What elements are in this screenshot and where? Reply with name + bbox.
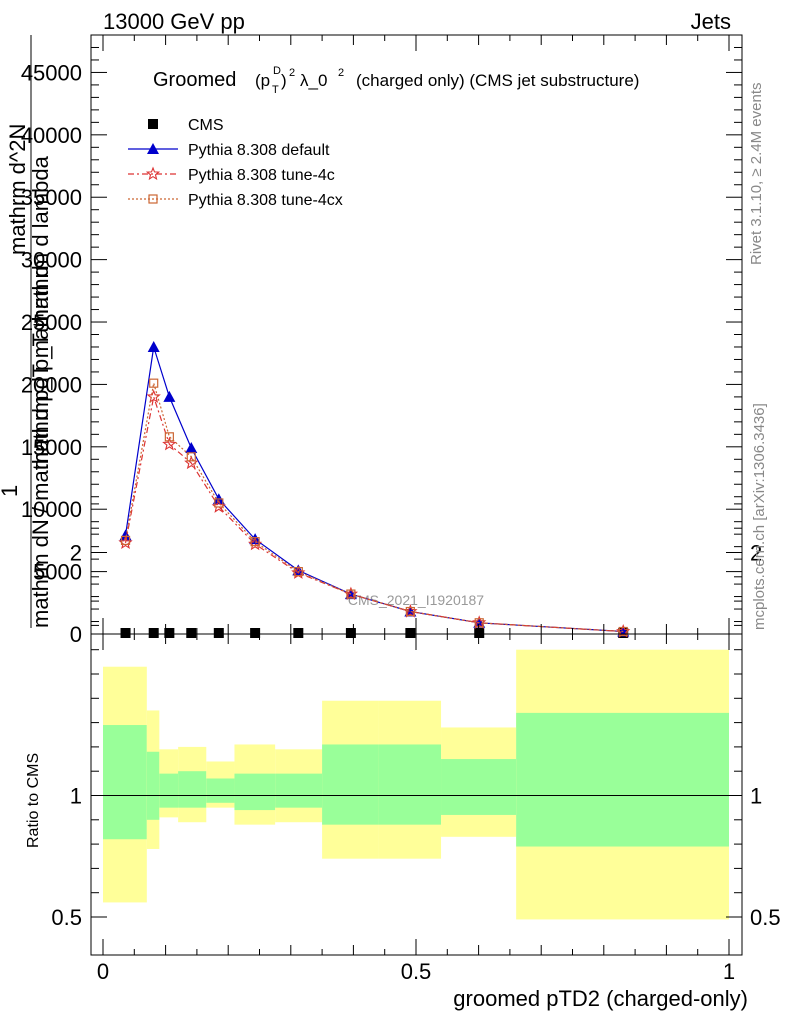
series-line-1 — [124, 346, 624, 633]
ratio-band-green — [159, 773, 179, 808]
ratio-tick-label-right: 0.5 — [750, 905, 781, 930]
header-left: 13000 GeV pp — [103, 9, 245, 34]
series-3-point — [214, 498, 224, 508]
ratio-band-green — [206, 778, 235, 803]
series-0-point — [345, 628, 356, 639]
ratio-band-green — [441, 759, 517, 815]
y-tick-label: 45000 — [21, 60, 82, 85]
title-lambda: λ_0 — [300, 71, 327, 90]
y-axis-label: mathrm d^2N mathrm d p_T mathrm d lambda… — [0, 35, 53, 628]
title-sup-2b: 2 — [338, 67, 344, 79]
series-2-point — [146, 389, 161, 403]
ratio-band-green — [378, 744, 442, 825]
analysis-watermark: CMS_2021_I1920187 — [348, 592, 484, 608]
series-0-point — [164, 628, 175, 639]
title-tail: (charged only) (CMS jet substructure) — [356, 71, 639, 90]
ratio-tick-label-left: 0.5 — [51, 905, 82, 930]
legend-marker-1 — [147, 143, 159, 154]
legend-marker-3 — [148, 194, 158, 204]
series-1-point — [119, 529, 132, 541]
plot-title: Groomed (p T D ) 2 λ_0 2 (charged only) … — [153, 65, 639, 96]
series-0-point — [213, 628, 224, 639]
y-tick-label: 5000 — [33, 560, 82, 585]
x-tick-label: 0 — [97, 959, 109, 984]
ratio-band-green — [516, 712, 729, 847]
series-3-point — [405, 606, 415, 617]
series-3-point — [474, 618, 484, 628]
series-3-point — [250, 537, 260, 547]
y-label-one: 1 — [0, 485, 22, 497]
title-paren: (p — [255, 71, 270, 90]
ratio-tick-label-left: 2 — [70, 541, 82, 566]
title-sub-T: T — [272, 84, 279, 96]
title-sup-D: D — [273, 65, 281, 77]
ratio-band-green — [322, 744, 379, 825]
series-3-point — [120, 535, 131, 546]
legend: CMS Pythia 8.308 default Pythia 8.308 tune… — [128, 117, 343, 209]
series-line-3 — [124, 383, 624, 633]
title-main: Groomed — [153, 69, 236, 91]
series-2-point — [162, 436, 177, 451]
y-label-top: mathrm d^2N — [5, 124, 30, 255]
x-tick-label: 0.5 — [401, 959, 432, 984]
series-3-point — [346, 589, 356, 599]
series-0-point — [293, 628, 304, 639]
series-1-point — [163, 390, 176, 402]
title-close: ) — [281, 71, 287, 90]
series-3-point — [149, 378, 159, 388]
series-3-point — [164, 432, 174, 442]
series-layer — [118, 340, 631, 639]
ratio-band-green — [178, 771, 207, 808]
series-0-point — [405, 628, 416, 639]
ratio-band-green — [103, 725, 147, 840]
series-3-point — [186, 452, 196, 462]
y-tick-label: 0 — [70, 622, 82, 647]
series-0-point — [120, 628, 131, 639]
series-3-point — [618, 626, 628, 637]
y-label-bottom: mathrm dN / mathrm d p_T mathrm d — [28, 265, 53, 628]
header-right: Jets — [691, 9, 731, 34]
legend-label-3: Pythia 8.308 tune-4cx — [188, 192, 343, 209]
series-1-point — [147, 340, 160, 352]
series-0-point — [186, 628, 197, 639]
y-label-top2: mathrm d p_T mathrm d lambda — [28, 155, 53, 470]
legend-label-0: CMS — [188, 117, 224, 134]
ratio-y-label: Ratio to CMS — [25, 753, 42, 848]
series-3-point — [293, 567, 303, 577]
axis-ticks — [91, 35, 742, 955]
series-0-point — [474, 628, 485, 639]
series-1-point — [185, 442, 198, 454]
series-0-point — [250, 628, 261, 639]
mcplots-info: mcplots.cern.ch [arXiv:1306.3436] — [751, 403, 768, 630]
rivet-info: Rivet 3.1.10, ≥ 2.4M events — [748, 83, 765, 266]
legend-marker-2 — [145, 166, 161, 181]
legend-label-1: Pythia 8.308 default — [188, 142, 330, 159]
legend-marker-0 — [148, 119, 158, 129]
ratio-tick-label-right: 2 — [750, 541, 762, 566]
ratio-bands — [103, 649, 729, 920]
title-sup-2a: 2 — [289, 67, 295, 79]
x-tick-label: 1 — [723, 959, 735, 984]
ratio-band-green — [275, 773, 323, 808]
series-0-point — [148, 628, 159, 639]
series-line-2 — [124, 394, 624, 633]
ratio-tick-label-right: 1 — [750, 784, 762, 809]
ratio-band-green — [146, 751, 160, 820]
legend-label-2: Pythia 8.308 tune-4c — [188, 167, 335, 184]
ratio-tick-label-left: 1 — [70, 784, 82, 809]
x-axis-label: groomed pTD2 (charged-only) — [453, 986, 748, 1011]
ratio-band-green — [234, 773, 276, 811]
